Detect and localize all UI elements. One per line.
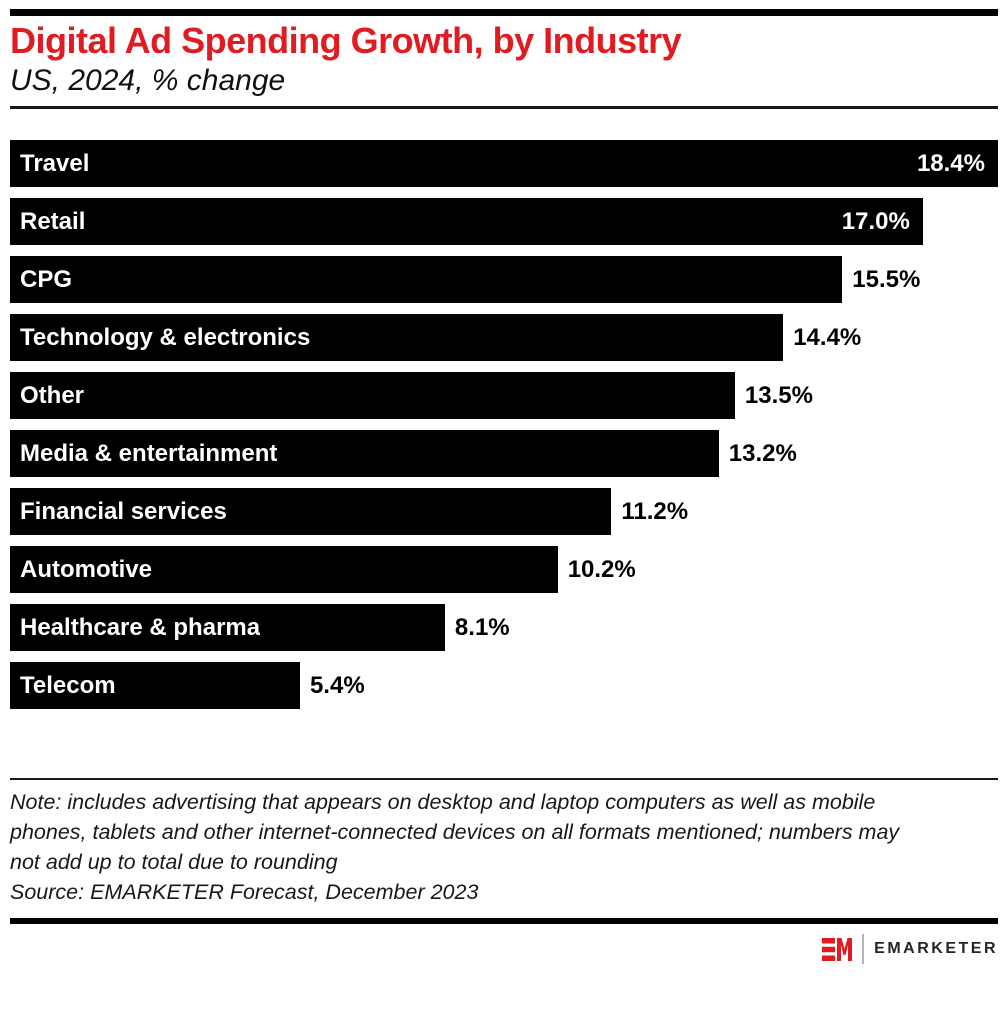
bar-category-label: Travel xyxy=(20,149,90,177)
logo-separator xyxy=(862,934,865,964)
bar: Telecom xyxy=(10,662,300,709)
bar: Automotive xyxy=(10,546,558,593)
top-accent-bar xyxy=(10,9,998,16)
bar-category-label: Financial services xyxy=(20,497,227,525)
bar-row: Telecom 5.4% xyxy=(10,662,998,709)
bar-value-label: 18.4% xyxy=(916,149,985,177)
bar-category-label: Other xyxy=(20,381,85,409)
bar-category-label: CPG xyxy=(20,265,73,293)
emarketer-logo: EMARKETER xyxy=(822,934,998,964)
bar-category-label: Automotive xyxy=(20,555,152,583)
bar-row: Media & entertainment 13.2% xyxy=(10,430,998,477)
bar: Travel 18.4% xyxy=(10,140,998,187)
bar-category-label: Technology & electronics xyxy=(20,323,311,351)
bar-row: Retail 17.0% xyxy=(10,198,998,245)
bar-value-label: 14.4% xyxy=(793,323,862,351)
bar-value-label: 15.5% xyxy=(852,265,921,293)
bar-value-label: 13.2% xyxy=(728,439,797,467)
chart-note: Note: includes advertising that appears … xyxy=(10,790,900,874)
bar-row: Healthcare & pharma 8.1% xyxy=(10,604,998,651)
bar-value-label: 17.0% xyxy=(841,207,910,235)
bar-row: Automotive 10.2% xyxy=(10,546,998,593)
bar-category-label: Retail xyxy=(20,207,86,235)
em-monogram-icon xyxy=(822,937,853,961)
bar: Retail 17.0% xyxy=(10,198,923,245)
bar: Media & entertainment xyxy=(10,430,719,477)
page-subtitle: US, 2024, % change xyxy=(10,64,286,97)
bar-category-label: Media & entertainment xyxy=(20,439,278,467)
note-divider xyxy=(10,778,998,780)
bar-row: Financial services 11.2% xyxy=(10,488,998,535)
footer-divider xyxy=(10,918,998,924)
bar-value-label: 8.1% xyxy=(454,613,510,641)
brand-wordmark: EMARKETER xyxy=(874,940,998,957)
bar-chart: Travel 18.4% Retail 17.0% CPG 15.5% Technology… xyxy=(10,140,998,709)
page-title: Digital Ad Spending Growth, by Industry xyxy=(10,20,682,61)
bar-value-label: 10.2% xyxy=(567,555,636,583)
bar-row: Other 13.5% xyxy=(10,372,998,419)
bar-row: Travel 18.4% xyxy=(10,140,998,187)
bar: Technology & electronics xyxy=(10,314,784,361)
header-divider xyxy=(10,106,998,109)
bar-row: CPG 15.5% xyxy=(10,256,998,303)
bar-row: Technology & electronics 14.4% xyxy=(10,314,998,361)
bar: Financial services xyxy=(10,488,612,535)
bar: CPG xyxy=(10,256,843,303)
bar-value-label: 13.5% xyxy=(744,381,813,409)
bar-category-label: Telecom xyxy=(20,671,116,699)
bar-value-label: 5.4% xyxy=(309,671,365,699)
bar: Other xyxy=(10,372,735,419)
bar-value-label: 11.2% xyxy=(621,497,689,525)
bar-category-label: Healthcare & pharma xyxy=(20,613,261,641)
chart-source: Source: EMARKETER Forecast, December 202… xyxy=(10,880,479,904)
bar: Healthcare & pharma xyxy=(10,604,445,651)
